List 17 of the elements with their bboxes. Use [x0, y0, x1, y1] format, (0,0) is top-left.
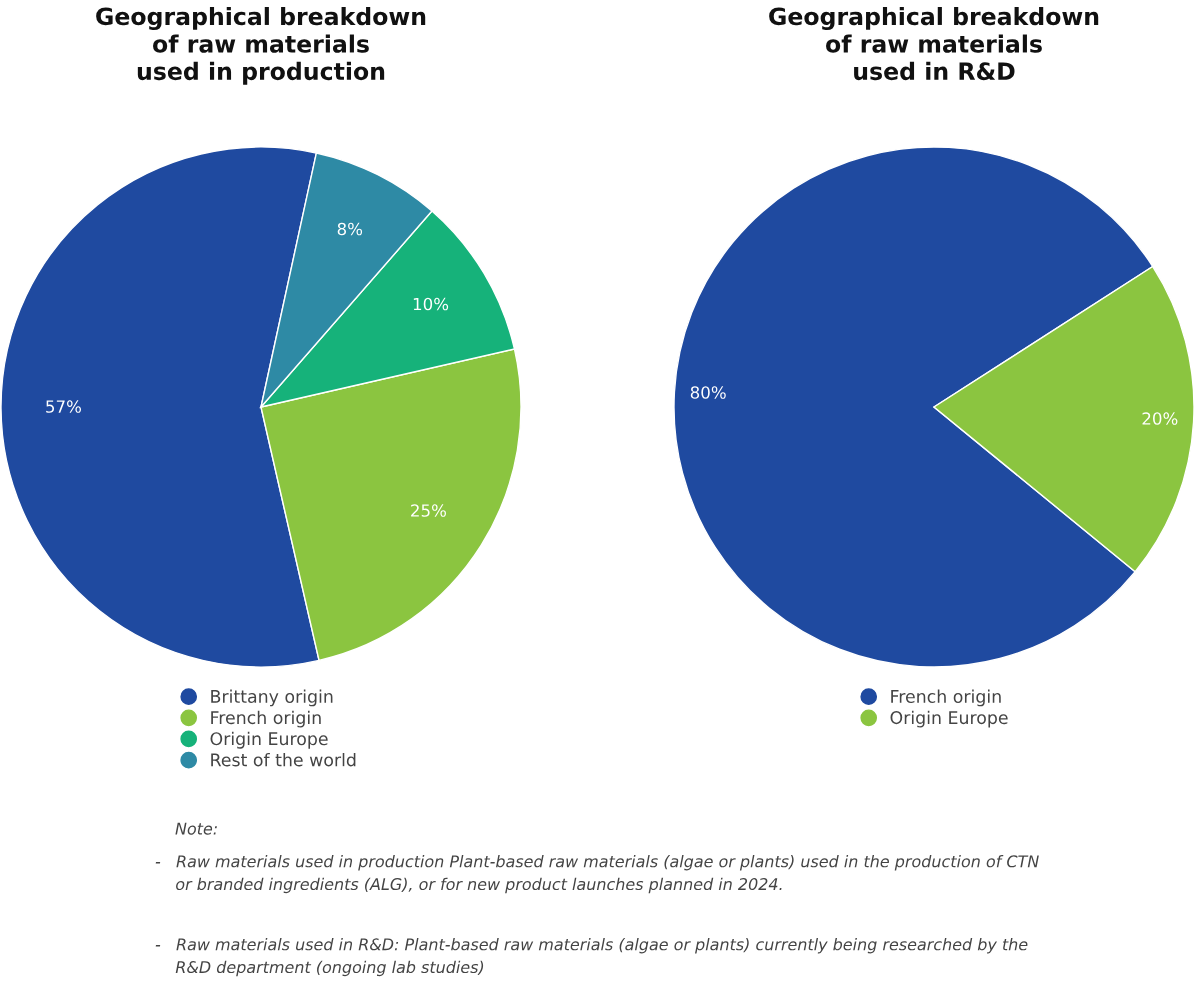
data-label: 80%: [690, 386, 726, 399]
data-label: 57%: [46, 400, 81, 413]
chart-title: Geographical breakdown of raw materials used in production: [96, 7, 426, 85]
data-label: 8%: [337, 222, 363, 236]
legend-label: Origin Europe: [210, 731, 328, 749]
data-label: 10%: [413, 297, 449, 311]
data-label: 20%: [1142, 412, 1178, 425]
chart-title: Geographical breakdown of raw materials used in R&D: [769, 7, 1099, 81]
legend-label: Origin Europe: [890, 710, 1008, 728]
legend-label: Rest of the world: [211, 752, 356, 767]
legend-label: French origin: [211, 710, 321, 728]
legend-label: Brittany origin: [211, 689, 333, 707]
legend-label: French origin: [891, 689, 1001, 707]
data-label: 25%: [411, 504, 446, 517]
text: - Raw materials used in production Plant-based raw materials (algae or plants) used in the production of CTN or branded ingredients (ALG), or for new product launches planned in 2024.: [155, 855, 1039, 894]
text: - Raw materials used in R&D: Plant-based raw materials (algae or plants) currently being researched by the R&D department (ongoing lab studies): [155, 938, 1028, 977]
text: Note:: [175, 822, 217, 835]
